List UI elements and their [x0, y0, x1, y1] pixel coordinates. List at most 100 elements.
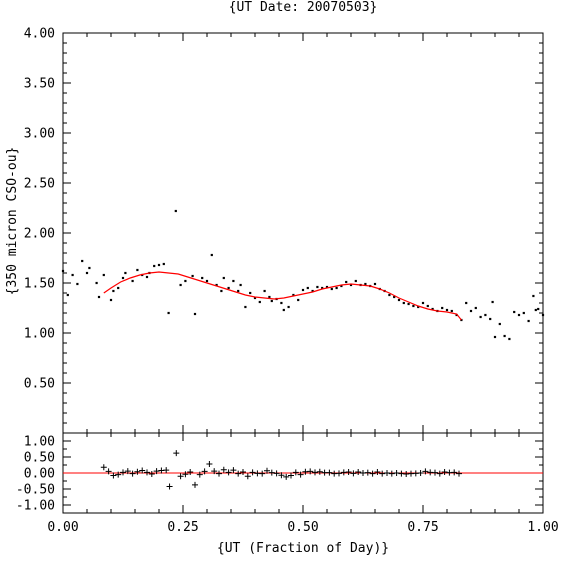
residual-point: [273, 470, 280, 477]
data-point: [465, 301, 468, 305]
residual-point: [350, 470, 357, 477]
data-point: [227, 286, 230, 290]
data-point: [268, 295, 271, 299]
data-point: [95, 281, 98, 285]
data-point: [479, 315, 482, 319]
residual-point: [451, 469, 458, 476]
main-y-tick-label: 3.50: [24, 77, 55, 92]
residual-point: [264, 467, 270, 474]
residual-point: [177, 473, 184, 480]
fit-curve: [103, 271, 462, 321]
residual-point: [196, 471, 203, 478]
data-point: [205, 279, 209, 283]
residual-point: [235, 470, 242, 477]
residual-point: [384, 470, 390, 476]
data-point: [71, 273, 74, 277]
data-point: [522, 311, 525, 315]
data-point: [417, 305, 420, 309]
data-point: [167, 311, 170, 315]
data-point: [445, 308, 449, 312]
data-point: [81, 259, 84, 263]
residual-x-tick-label: 1.00: [527, 520, 558, 535]
data-point: [282, 308, 285, 312]
data-point: [201, 276, 204, 280]
residual-point: [374, 469, 381, 476]
residual-point: [211, 468, 218, 475]
residual-y-tick-label: 1.00: [24, 435, 55, 450]
data-point: [174, 209, 177, 213]
data-point: [263, 289, 266, 293]
residual-point: [129, 470, 136, 477]
data-point: [112, 289, 115, 293]
main-y-tick-label: 0.50: [24, 377, 55, 392]
data-point: [517, 313, 521, 317]
data-point: [508, 337, 511, 341]
data-point: [484, 313, 487, 317]
data-point: [493, 335, 497, 339]
data-point: [131, 279, 134, 283]
data-point: [145, 275, 149, 279]
data-point: [232, 279, 235, 283]
data-point: [426, 304, 429, 308]
data-point: [292, 293, 295, 297]
residual-point: [283, 473, 290, 480]
data-point: [280, 301, 283, 305]
data-point: [321, 286, 324, 290]
data-point: [222, 276, 225, 280]
residual-point: [441, 469, 448, 476]
residual-point: [355, 469, 362, 476]
residual-point: [316, 468, 323, 475]
data-point: [237, 289, 240, 293]
data-point: [491, 300, 494, 304]
residual-point: [124, 468, 131, 475]
residual-y-tick-label: -1.00: [16, 499, 55, 514]
data-point: [373, 282, 377, 286]
residual-point: [100, 464, 107, 471]
residual-point: [268, 469, 275, 476]
x-axis-label: {UT (Fraction of Day)}: [217, 541, 389, 556]
residual-point: [240, 469, 246, 476]
chart-title: {UT Date: 20070503}: [229, 0, 378, 15]
data-point: [157, 263, 161, 267]
residual-point: [163, 467, 170, 474]
residual-point: [369, 470, 376, 477]
data-point: [109, 298, 113, 302]
data-point: [316, 285, 319, 289]
main-y-tick-label: 4.00: [24, 27, 55, 42]
data-point: [121, 276, 125, 280]
residual-point: [417, 470, 424, 476]
residual-point: [173, 450, 180, 457]
data-point: [534, 308, 537, 312]
data-point: [393, 295, 396, 299]
residual-y-tick-label: -0.50: [16, 483, 55, 498]
data-point: [88, 266, 91, 270]
residual-point: [120, 469, 126, 476]
data-point: [455, 313, 458, 317]
data-point: [450, 309, 453, 313]
residual-point: [364, 469, 371, 476]
data-point: [117, 286, 120, 290]
data-point: [244, 305, 247, 309]
data-point: [489, 317, 492, 321]
main-y-tick-label: 1.50: [24, 277, 55, 292]
y-axis-label: {350 micron CSO-ou}: [5, 147, 20, 296]
data-point: [498, 322, 501, 326]
data-point: [193, 312, 197, 316]
data-point: [179, 283, 182, 287]
residual-point: [148, 470, 155, 477]
data-point: [407, 302, 410, 306]
data-point: [136, 268, 139, 272]
data-point: [249, 291, 252, 295]
data-point: [215, 283, 218, 287]
residual-point: [456, 470, 462, 477]
data-point: [513, 310, 516, 314]
residual-x-tick-label: 0.50: [287, 520, 318, 535]
data-point: [330, 287, 333, 291]
residual-point: [326, 469, 333, 476]
data-point: [124, 271, 127, 275]
data-point: [397, 298, 401, 302]
residual-panel: -1.00-0.500.000.501.000.00 0.25 0.50 0.75 1.…: [16, 432, 559, 535]
data-point: [335, 286, 338, 290]
data-point: [184, 279, 187, 283]
data-point: [537, 307, 540, 311]
